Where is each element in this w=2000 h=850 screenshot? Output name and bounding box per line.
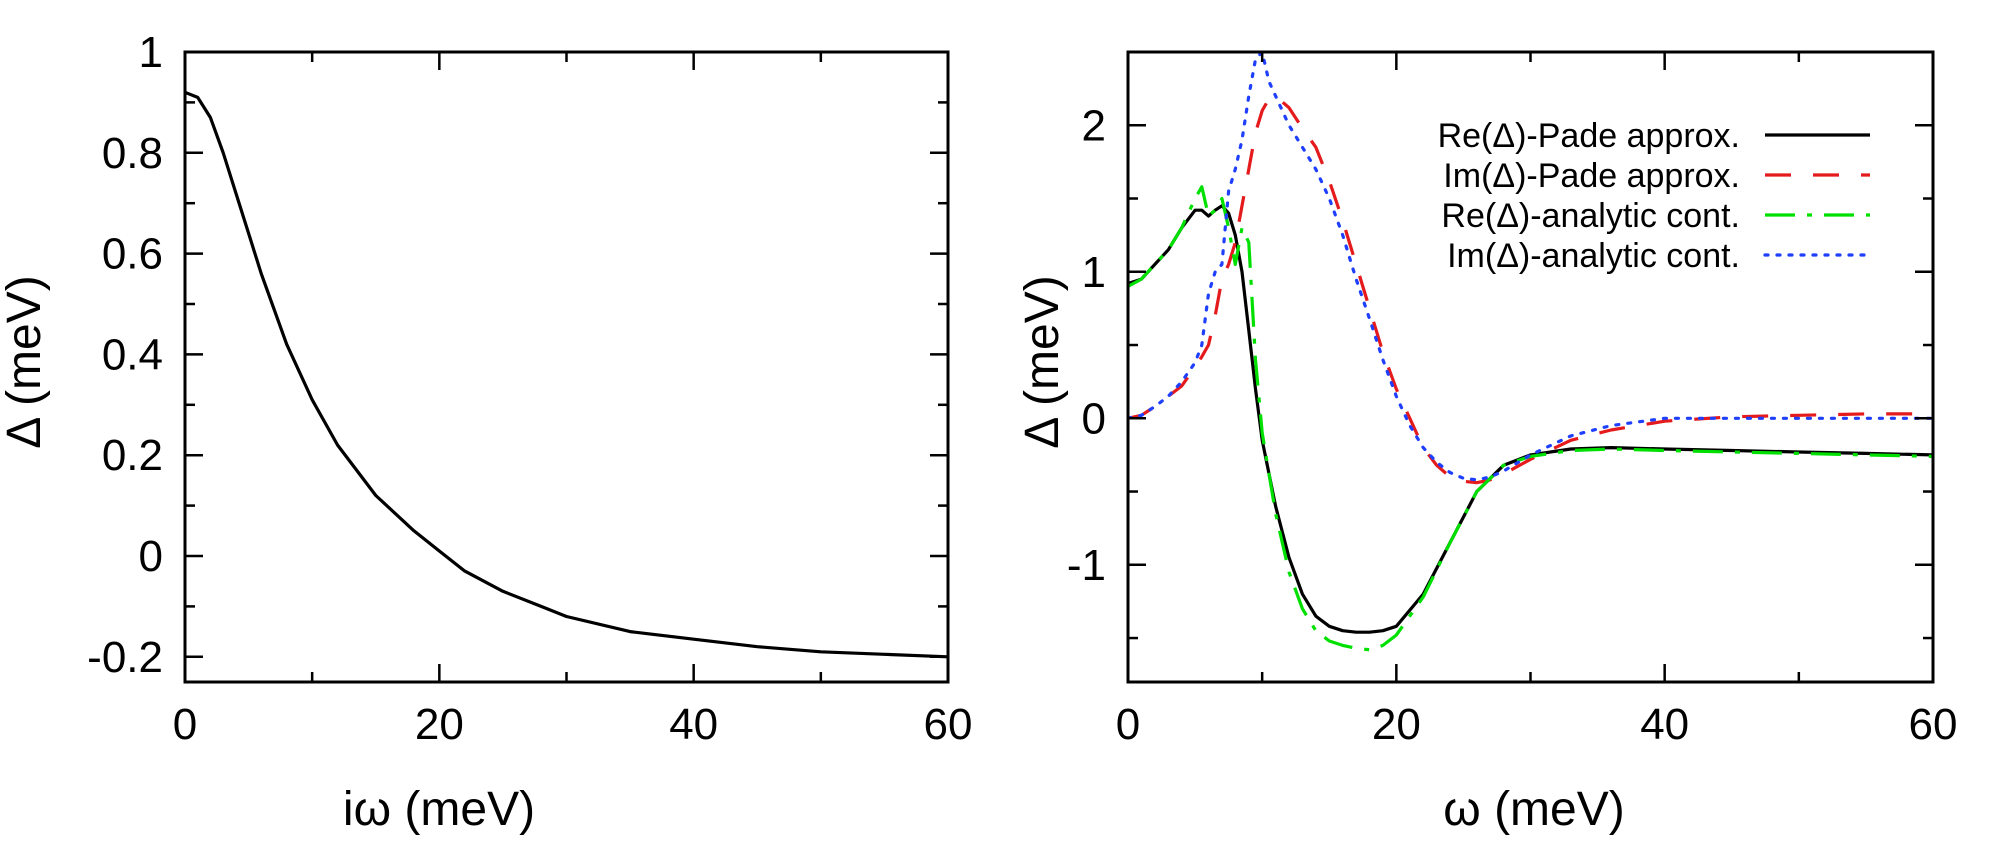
x-tick-label: 20	[1372, 700, 1421, 749]
plot-frame	[183, 50, 950, 684]
y-tick-label: 0.2	[102, 431, 163, 480]
y-tick-label: 1	[139, 28, 163, 77]
right-plot: Δ (meV) ω (meV) 0 20 40 60 -1 0 1 2 Re(Δ)-Pade a…	[1016, 50, 1958, 836]
x-tick-label: 40	[1640, 700, 1689, 749]
x-tick-label: 60	[924, 700, 973, 749]
x-tick-label: 40	[669, 700, 718, 749]
y-tick-label: -1	[1067, 541, 1106, 590]
right-x-axis-label: ω (meV)	[1443, 783, 1624, 836]
series-line-2	[1128, 185, 1933, 652]
legend-label: Im(Δ)-analytic cont.	[1447, 237, 1740, 275]
y-tick-label: 0	[139, 532, 163, 581]
series-line-0	[185, 90, 948, 659]
left-x-axis-label: iω (meV)	[343, 783, 535, 836]
y-tick-label: 0	[1082, 394, 1106, 443]
y-tick-label: 0.8	[102, 129, 163, 178]
y-tick-label: 0.6	[102, 230, 163, 279]
left-plot: Δ (meV) iω (meV) 0 20 40 60-0.200.20.40.60.…	[0, 28, 972, 836]
series-line-3	[1128, 52, 1933, 482]
y-tick-label: -0.2	[87, 633, 163, 682]
legend: Re(Δ)-Pade approx.Im(Δ)-Pade approx.Re(Δ…	[1438, 117, 1872, 275]
x-tick-label: 20	[415, 700, 464, 749]
y-tick-label: 1	[1082, 248, 1106, 297]
legend-label: Re(Δ)-Pade approx.	[1438, 117, 1740, 155]
x-tick-label: 0	[1116, 700, 1140, 749]
x-tick-label: 0	[173, 700, 197, 749]
right-y-axis-label: Δ (meV)	[1016, 275, 1069, 448]
legend-label: Re(Δ)-analytic cont.	[1441, 197, 1740, 235]
x-tick-label: 60	[1909, 700, 1958, 749]
y-tick-label: 2	[1082, 101, 1106, 150]
legend-label: Im(Δ)-Pade approx.	[1443, 157, 1740, 195]
y-tick-label: 0.4	[102, 330, 163, 379]
left-y-axis-label: Δ (meV)	[0, 275, 51, 448]
series-line-0	[1128, 204, 1933, 634]
series-line-1	[1128, 94, 1933, 485]
